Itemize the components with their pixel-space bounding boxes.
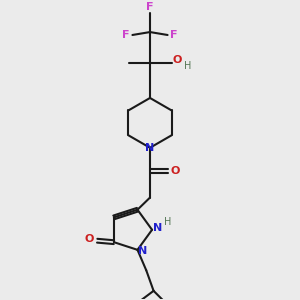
Text: O: O	[84, 234, 94, 244]
Text: N: N	[138, 246, 147, 256]
Text: O: O	[172, 56, 182, 65]
Text: N: N	[146, 143, 154, 153]
Text: F: F	[146, 2, 154, 12]
Text: O: O	[170, 166, 180, 176]
Text: F: F	[170, 30, 178, 40]
Text: F: F	[122, 30, 130, 40]
Text: H: H	[184, 61, 192, 71]
Text: H: H	[164, 217, 171, 226]
Text: N: N	[153, 223, 163, 233]
